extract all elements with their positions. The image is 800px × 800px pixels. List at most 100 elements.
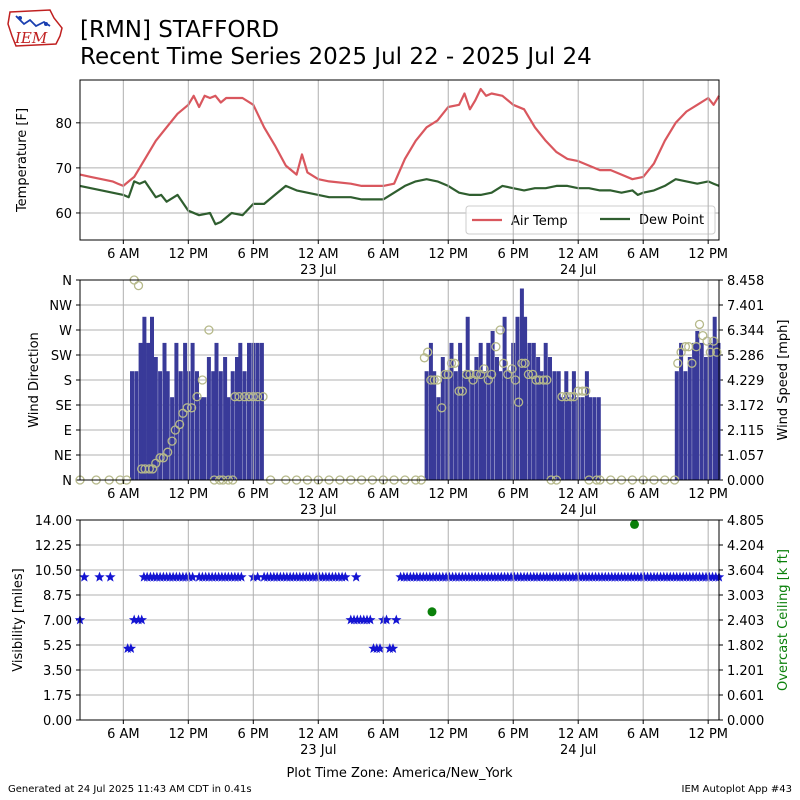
wind-speed-bar [432, 371, 437, 480]
wind-speed-bar [462, 371, 467, 480]
wind-direction-point [708, 336, 719, 346]
wind-speed-bar [150, 316, 154, 480]
direction-tick-label-3: SE [56, 399, 72, 414]
wind-direction-point [680, 342, 691, 352]
wind-direction-point [192, 392, 202, 402]
wind-speed-bar [235, 357, 239, 480]
x-tick-label-temp-6: 6 PM [497, 247, 528, 262]
x-date-label-wind-3: 23 Jul [300, 503, 336, 518]
wind-direction-point [498, 358, 509, 368]
visibility-tick-label-5: 8.75 [43, 589, 72, 604]
x-tick-label-vis-6: 6 PM [497, 727, 528, 742]
wind-speed-bar [165, 371, 170, 480]
visibility-point [391, 614, 402, 625]
wind-speed-bar [495, 357, 499, 480]
wind-speed-bar [571, 371, 576, 480]
wind-speed-bar [708, 342, 713, 480]
x-tick-label-wind-1: 12 PM [168, 487, 208, 502]
wind-speed-bar [683, 371, 688, 480]
wind-speed-bar [560, 397, 564, 480]
x-tick-label-vis-0: 6 AM [107, 727, 140, 742]
ceiling-tick-label-3: 1.802 [727, 639, 764, 654]
wind-speed-bar [178, 371, 183, 480]
temp-y-tick-label-1: 70 [55, 162, 72, 177]
wind-speed-bar [453, 371, 458, 480]
wind-speed-bar [478, 342, 483, 480]
wind-direction-point [234, 392, 244, 402]
speed-tick-label-2: 2.115 [727, 424, 764, 439]
visibility-point [236, 571, 247, 582]
visibility-tick-label-0: 0.00 [43, 714, 72, 729]
wind-direction-point [673, 358, 683, 368]
x-tick-label-vis-7: 12 AM [558, 727, 599, 742]
wind-direction-point [479, 364, 489, 374]
x-tick-label-wind-9: 12 PM [688, 487, 728, 502]
wind-speed-bar [242, 371, 247, 480]
wind-direction-point [155, 453, 165, 463]
wind-direction-point [513, 397, 524, 407]
direction-tick-label-1: NE [54, 449, 72, 464]
wind-direction-point [182, 403, 192, 413]
wind-speed-bar [490, 331, 495, 480]
visibility-point [187, 571, 198, 582]
visibility-tick-label-4: 7.00 [43, 614, 72, 629]
ceiling-tick-label-6: 3.604 [727, 564, 764, 579]
wind-direction-point [517, 358, 527, 368]
wind-speed-bar [588, 397, 593, 480]
wind-speed-bar [679, 342, 684, 480]
wind-speed-bar [704, 357, 708, 480]
wind-speed-bar [223, 357, 228, 480]
wind-direction-point [186, 403, 197, 413]
wind-speed-bar [523, 316, 528, 480]
temperature-plot-frame [79, 79, 720, 241]
wind-speed-bar [199, 397, 204, 480]
visibility-tick-label-6: 10.50 [35, 564, 72, 579]
wind-speed-bar [170, 397, 175, 480]
ceiling-tick-label-0: 0.000 [727, 714, 764, 729]
wind-speed-bar [470, 371, 475, 480]
wind-direction-point [687, 358, 697, 368]
wind-speed-bar [567, 397, 572, 480]
wind-speed-bar [230, 371, 235, 480]
x-tick-label-temp-2: 6 PM [238, 247, 269, 262]
visibility-point [94, 571, 105, 582]
wind-speed-bar [465, 316, 470, 480]
wind-speed-bar [592, 397, 597, 480]
wind-speed-bar [596, 397, 601, 480]
x-tick-label-vis-5: 12 PM [428, 727, 468, 742]
legend-air-temp-label: Air Temp [511, 214, 568, 229]
wind-direction-point [204, 325, 214, 335]
x-tick-label-vis-8: 6 AM [627, 727, 660, 742]
air-temp-line [79, 87, 720, 187]
speed-tick-label-4: 4.229 [727, 374, 764, 389]
x-tick-label-wind-0: 6 AM [107, 487, 140, 502]
ceiling-point [427, 607, 437, 617]
wind-speed-bar [202, 397, 207, 480]
speed-tick-label-5: 5.286 [727, 349, 764, 364]
speed-tick-label-7: 7.401 [727, 299, 764, 314]
wind-direction-point [495, 325, 505, 335]
wind-speed-bar [536, 357, 541, 480]
wind-speed-bar [699, 342, 704, 480]
ceiling-tick-label-8: 4.805 [727, 514, 764, 529]
wind-direction-point [542, 375, 552, 385]
wind-direction-point [432, 375, 443, 385]
wind-speed-bar [424, 371, 429, 480]
x-tick-label-temp-9: 12 PM [688, 247, 728, 262]
wind-direction-point [461, 369, 472, 380]
wind-speed-bar [259, 342, 264, 480]
page-title: [RMN] STAFFORD [80, 17, 280, 43]
wind-direction-point [471, 369, 482, 380]
wind-speed-bar [146, 342, 151, 480]
wind-direction-point [705, 347, 715, 357]
wind-direction-point [565, 392, 576, 402]
wind-speed-bar [695, 331, 700, 480]
wind-direction-point [197, 375, 208, 385]
legend-box [465, 205, 716, 235]
wind-speed-bar [449, 342, 454, 480]
temperature-axis-label: Temperature [F] [15, 108, 30, 213]
wind-direction-point [523, 369, 534, 380]
wind-speed-bar [692, 342, 697, 480]
visibility-plot-frame [79, 519, 720, 721]
